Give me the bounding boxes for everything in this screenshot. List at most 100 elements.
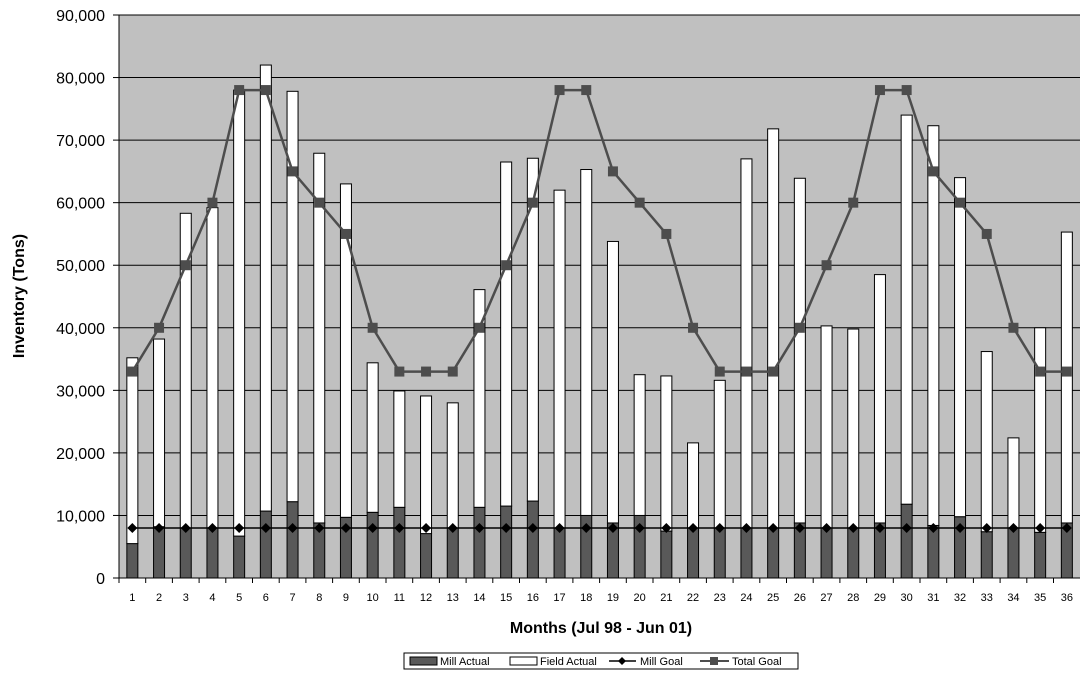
mill-goal-marker <box>447 522 458 533</box>
y-tick-label: 0 <box>96 571 105 588</box>
mill-actual-bar <box>740 527 753 579</box>
field-actual-bar <box>633 374 646 516</box>
x-tick-label: 24 <box>740 592 752 604</box>
mill-goal-marker <box>928 522 939 533</box>
field-actual-bar <box>900 114 913 505</box>
field-actual-bar <box>820 325 833 529</box>
bar-series <box>126 64 1073 579</box>
mill-actual-bar <box>259 510 272 579</box>
legend-label-mill-actual: Mill Actual <box>440 656 490 668</box>
mill-actual-bar <box>900 503 913 579</box>
y-tick-label: 20,000 <box>56 446 105 463</box>
legend: Mill Actual Field Actual Mill Goal Total Go… <box>403 652 799 670</box>
x-tick-label: 18 <box>580 592 592 604</box>
field-actual-bar <box>126 357 139 545</box>
total-goal-marker <box>955 197 966 208</box>
mill-goal-marker <box>367 522 378 533</box>
mill-goal-marker <box>661 522 672 533</box>
x-tick-label: 21 <box>660 592 672 604</box>
x-tick-label: 4 <box>209 592 215 604</box>
x-tick-label: 11 <box>394 592 405 604</box>
total-goal-marker <box>421 366 432 377</box>
total-goal-marker <box>1035 366 1046 377</box>
mill-goal-marker <box>901 522 912 533</box>
total-goal-marker <box>447 366 458 377</box>
mill-goal-marker <box>955 522 966 533</box>
y-tick-label: 70,000 <box>56 133 105 150</box>
x-tick-label: 29 <box>874 592 886 604</box>
field-actual-bar <box>954 177 967 518</box>
x-tick-label: 36 <box>1061 592 1073 604</box>
mill-actual-bar <box>126 543 139 579</box>
field-actual-bar <box>767 128 780 529</box>
mill-goal-marker <box>688 522 699 533</box>
total-goal-marker <box>607 166 618 177</box>
x-tick-label: 34 <box>1007 592 1019 604</box>
x-tick-label: 27 <box>820 592 832 604</box>
total-goal-marker <box>501 260 512 271</box>
field-actual-bar <box>606 240 619 524</box>
mill-goal-marker <box>634 522 645 533</box>
mill-actual-bar <box>713 527 726 579</box>
mill-actual-bar <box>526 500 539 579</box>
mill-actual-bar <box>980 531 993 579</box>
mill-goal-marker <box>154 522 165 533</box>
total-goal-marker <box>527 197 538 208</box>
x-tick-label: 14 <box>473 592 485 604</box>
mill-goal-marker <box>741 522 752 533</box>
x-tick-label: 1 <box>129 592 135 604</box>
mill-actual-bar <box>500 505 513 579</box>
x-tick-label: 6 <box>263 592 269 604</box>
x-tick-label: 13 <box>447 592 459 604</box>
field-actual-bar <box>286 90 299 503</box>
mill-goal-marker <box>607 522 618 533</box>
field-actual-bar <box>1060 231 1073 524</box>
x-tick-label: 25 <box>767 592 779 604</box>
total-goal-marker <box>207 197 218 208</box>
legend-swatch-mill-actual <box>409 656 438 666</box>
total-goal-marker <box>180 260 191 271</box>
mill-goal-marker <box>581 522 592 533</box>
field-actual-bar <box>980 351 993 533</box>
mill-goal-marker <box>848 522 859 533</box>
total-goal-marker <box>367 322 378 333</box>
total-goal-marker <box>634 197 645 208</box>
field-actual-bar <box>553 189 566 529</box>
mill-actual-bar <box>179 527 192 579</box>
legend-swatch-field-actual <box>509 656 538 666</box>
x-axis-title: Months (Jul 98 - Jun 01) <box>510 620 692 637</box>
x-tick-label: 20 <box>634 592 646 604</box>
x-tick-label: 31 <box>927 592 939 604</box>
x-tick-label: 5 <box>236 592 242 604</box>
total-goal-marker <box>287 166 298 177</box>
x-tick-label: 10 <box>367 592 379 604</box>
field-actual-bar <box>793 177 806 524</box>
field-actual-bar <box>847 328 860 529</box>
field-actual-bar <box>446 402 459 529</box>
y-axis-title: Inventory (Tons) <box>11 234 28 358</box>
y-tick-label: 40,000 <box>56 321 105 338</box>
mill-goal-marker <box>127 522 138 533</box>
field-actual-bar <box>1034 327 1047 533</box>
legend-label-field-actual: Field Actual <box>540 656 597 668</box>
mill-goal-marker <box>1035 522 1046 533</box>
mill-goal-marker <box>874 522 885 533</box>
x-tick-label: 32 <box>954 592 966 604</box>
total-goal-marker <box>127 366 138 377</box>
y-tick-label: 10,000 <box>56 508 105 525</box>
field-actual-bar <box>740 158 753 529</box>
x-tick-label: 28 <box>847 592 859 604</box>
field-actual-bar <box>313 152 326 524</box>
y-tick-label: 80,000 <box>56 71 105 88</box>
mill-actual-bar <box>420 533 433 579</box>
mill-goal-marker <box>794 522 805 533</box>
plot-area <box>119 15 1080 578</box>
mill-actual-bar <box>153 526 166 579</box>
mill-actual-bar <box>233 535 246 579</box>
total-goal-marker <box>314 197 325 208</box>
line-series <box>127 85 1072 533</box>
total-goal-marker <box>474 322 485 333</box>
mill-goal-marker <box>260 522 271 533</box>
x-tick-label: 22 <box>687 592 699 604</box>
